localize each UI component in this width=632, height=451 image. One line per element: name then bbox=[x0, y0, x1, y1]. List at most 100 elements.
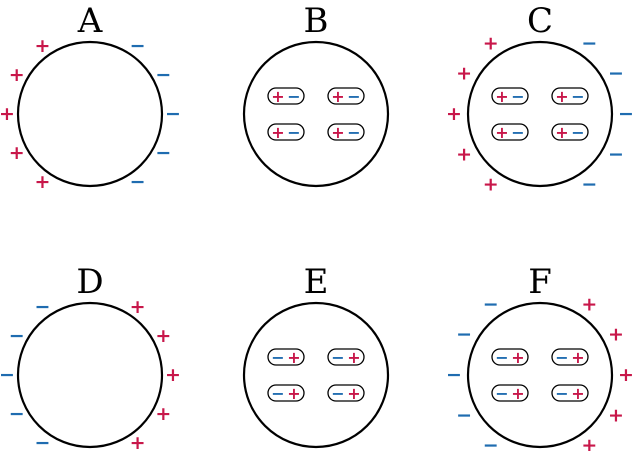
dipole-capsule bbox=[267, 123, 305, 141]
panel-label-a: A bbox=[77, 1, 103, 41]
panel-d: D −−−−−+++++ bbox=[0, 262, 181, 451]
negative-charge-left-f-0: − bbox=[483, 294, 499, 316]
dipole-capsule bbox=[327, 87, 365, 105]
dipole-minus: − bbox=[571, 87, 584, 106]
dipole-capsule bbox=[267, 348, 305, 366]
dipole-minus: − bbox=[287, 87, 300, 106]
dipole-capsule bbox=[491, 87, 529, 105]
sphere-b bbox=[242, 40, 390, 188]
positive-charge-right-d-4: + bbox=[130, 432, 146, 451]
dipole-b-0: + − bbox=[267, 87, 305, 106]
panel-label-d: D bbox=[76, 262, 103, 302]
negative-charge-left-d-2: − bbox=[0, 364, 15, 386]
positive-charge-left-a-0: + bbox=[34, 35, 50, 57]
negative-charge-left-f-4: − bbox=[483, 434, 499, 451]
dipole-minus: − bbox=[495, 348, 508, 367]
dipole-b-1: + − bbox=[327, 87, 365, 106]
negative-charge-right-a-4: − bbox=[130, 171, 146, 193]
panel-b: B + − + −+ − + − bbox=[242, 1, 390, 188]
dipole-capsule bbox=[551, 348, 589, 366]
dipole-capsule bbox=[491, 384, 529, 402]
dipole-e-0: − + bbox=[267, 348, 305, 367]
positive-charge-right-d-0: + bbox=[130, 296, 146, 318]
sphere-c bbox=[466, 40, 614, 188]
dipole-minus: − bbox=[495, 384, 508, 403]
dipole-plus: + bbox=[287, 384, 300, 403]
positive-charge-left-c-0: + bbox=[483, 33, 499, 55]
dipole-capsule bbox=[491, 348, 529, 366]
positive-charge-right-d-2: + bbox=[165, 364, 181, 386]
positive-charge-right-d-1: + bbox=[155, 325, 171, 347]
panel-label-b: B bbox=[304, 1, 329, 41]
panel-label-f: F bbox=[528, 262, 552, 302]
dipole-plus: + bbox=[555, 123, 568, 142]
dipole-f-0: − + bbox=[491, 348, 529, 367]
panel-a: A +++++−−−−− bbox=[0, 1, 181, 193]
positive-charge-right-f-0: + bbox=[581, 294, 597, 316]
dipole-capsule bbox=[491, 123, 529, 141]
dipole-capsule bbox=[327, 348, 365, 366]
dipole-b-3: + − bbox=[327, 123, 365, 142]
sphere-f bbox=[466, 301, 614, 449]
dipole-plus: + bbox=[571, 384, 584, 403]
dipole-plus: + bbox=[271, 87, 284, 106]
negative-charge-left-d-3: − bbox=[9, 403, 25, 425]
dipole-e-2: − + bbox=[267, 384, 305, 403]
dipole-f-1: − + bbox=[551, 348, 589, 367]
dipole-capsule bbox=[327, 123, 365, 141]
dipole-minus: − bbox=[555, 384, 568, 403]
positive-charge-left-c-2: + bbox=[446, 103, 462, 125]
dipole-plus: + bbox=[571, 348, 584, 367]
dipole-plus: + bbox=[511, 348, 524, 367]
dipole-minus: − bbox=[571, 123, 584, 142]
sphere-a bbox=[16, 40, 164, 188]
dipole-capsule bbox=[267, 87, 305, 105]
negative-charge-right-a-2: − bbox=[165, 103, 181, 125]
dipole-c-3: + − bbox=[551, 123, 589, 142]
dipole-minus: − bbox=[331, 384, 344, 403]
dipole-minus: − bbox=[555, 348, 568, 367]
negative-charge-right-c-4: − bbox=[581, 173, 597, 195]
dipole-minus: − bbox=[511, 123, 524, 142]
dipole-plus: + bbox=[495, 123, 508, 142]
dipole-capsule bbox=[327, 384, 365, 402]
sphere-e bbox=[242, 301, 390, 449]
dipole-capsule bbox=[551, 123, 589, 141]
dipole-plus: + bbox=[331, 123, 344, 142]
dipole-minus: − bbox=[347, 123, 360, 142]
negative-charge-left-d-4: − bbox=[34, 432, 50, 451]
dipole-plus: + bbox=[331, 87, 344, 106]
negative-charge-right-c-0: − bbox=[581, 33, 597, 55]
negative-charge-left-d-0: − bbox=[34, 296, 50, 318]
positive-charge-right-f-3: + bbox=[608, 404, 624, 426]
dipole-plus: + bbox=[287, 348, 300, 367]
positive-charge-right-f-1: + bbox=[608, 324, 624, 346]
negative-charge-right-c-2: − bbox=[618, 103, 632, 125]
dipole-f-2: − + bbox=[491, 384, 529, 403]
dipole-minus: − bbox=[287, 123, 300, 142]
positive-charge-left-c-4: + bbox=[483, 173, 499, 195]
panel-label-e: E bbox=[304, 262, 329, 302]
dipole-plus: + bbox=[271, 123, 284, 142]
panel-f: F −−−−−+++++− + − +− + − + bbox=[446, 262, 632, 451]
negative-charge-left-f-2: − bbox=[446, 364, 462, 386]
dipole-c-0: + − bbox=[491, 87, 529, 106]
positive-charge-left-a-1: + bbox=[9, 64, 25, 86]
positive-charge-right-d-3: + bbox=[155, 403, 171, 425]
dipole-e-3: − + bbox=[327, 384, 365, 403]
positive-charge-right-f-4: + bbox=[581, 434, 597, 451]
positive-charge-right-f-2: + bbox=[618, 364, 632, 386]
dipole-e-1: − + bbox=[327, 348, 365, 367]
positive-charge-left-a-4: + bbox=[34, 171, 50, 193]
dipole-capsule bbox=[267, 384, 305, 402]
dipole-minus: − bbox=[271, 384, 284, 403]
dipole-minus: − bbox=[347, 87, 360, 106]
negative-charge-right-a-0: − bbox=[130, 35, 146, 57]
negative-charge-left-f-1: − bbox=[456, 324, 472, 346]
dipole-capsule bbox=[551, 87, 589, 105]
negative-charge-left-d-1: − bbox=[9, 325, 25, 347]
negative-charge-right-a-1: − bbox=[155, 64, 171, 86]
dipole-plus: + bbox=[555, 87, 568, 106]
positive-charge-left-a-3: + bbox=[9, 142, 25, 164]
dipole-plus: + bbox=[347, 384, 360, 403]
